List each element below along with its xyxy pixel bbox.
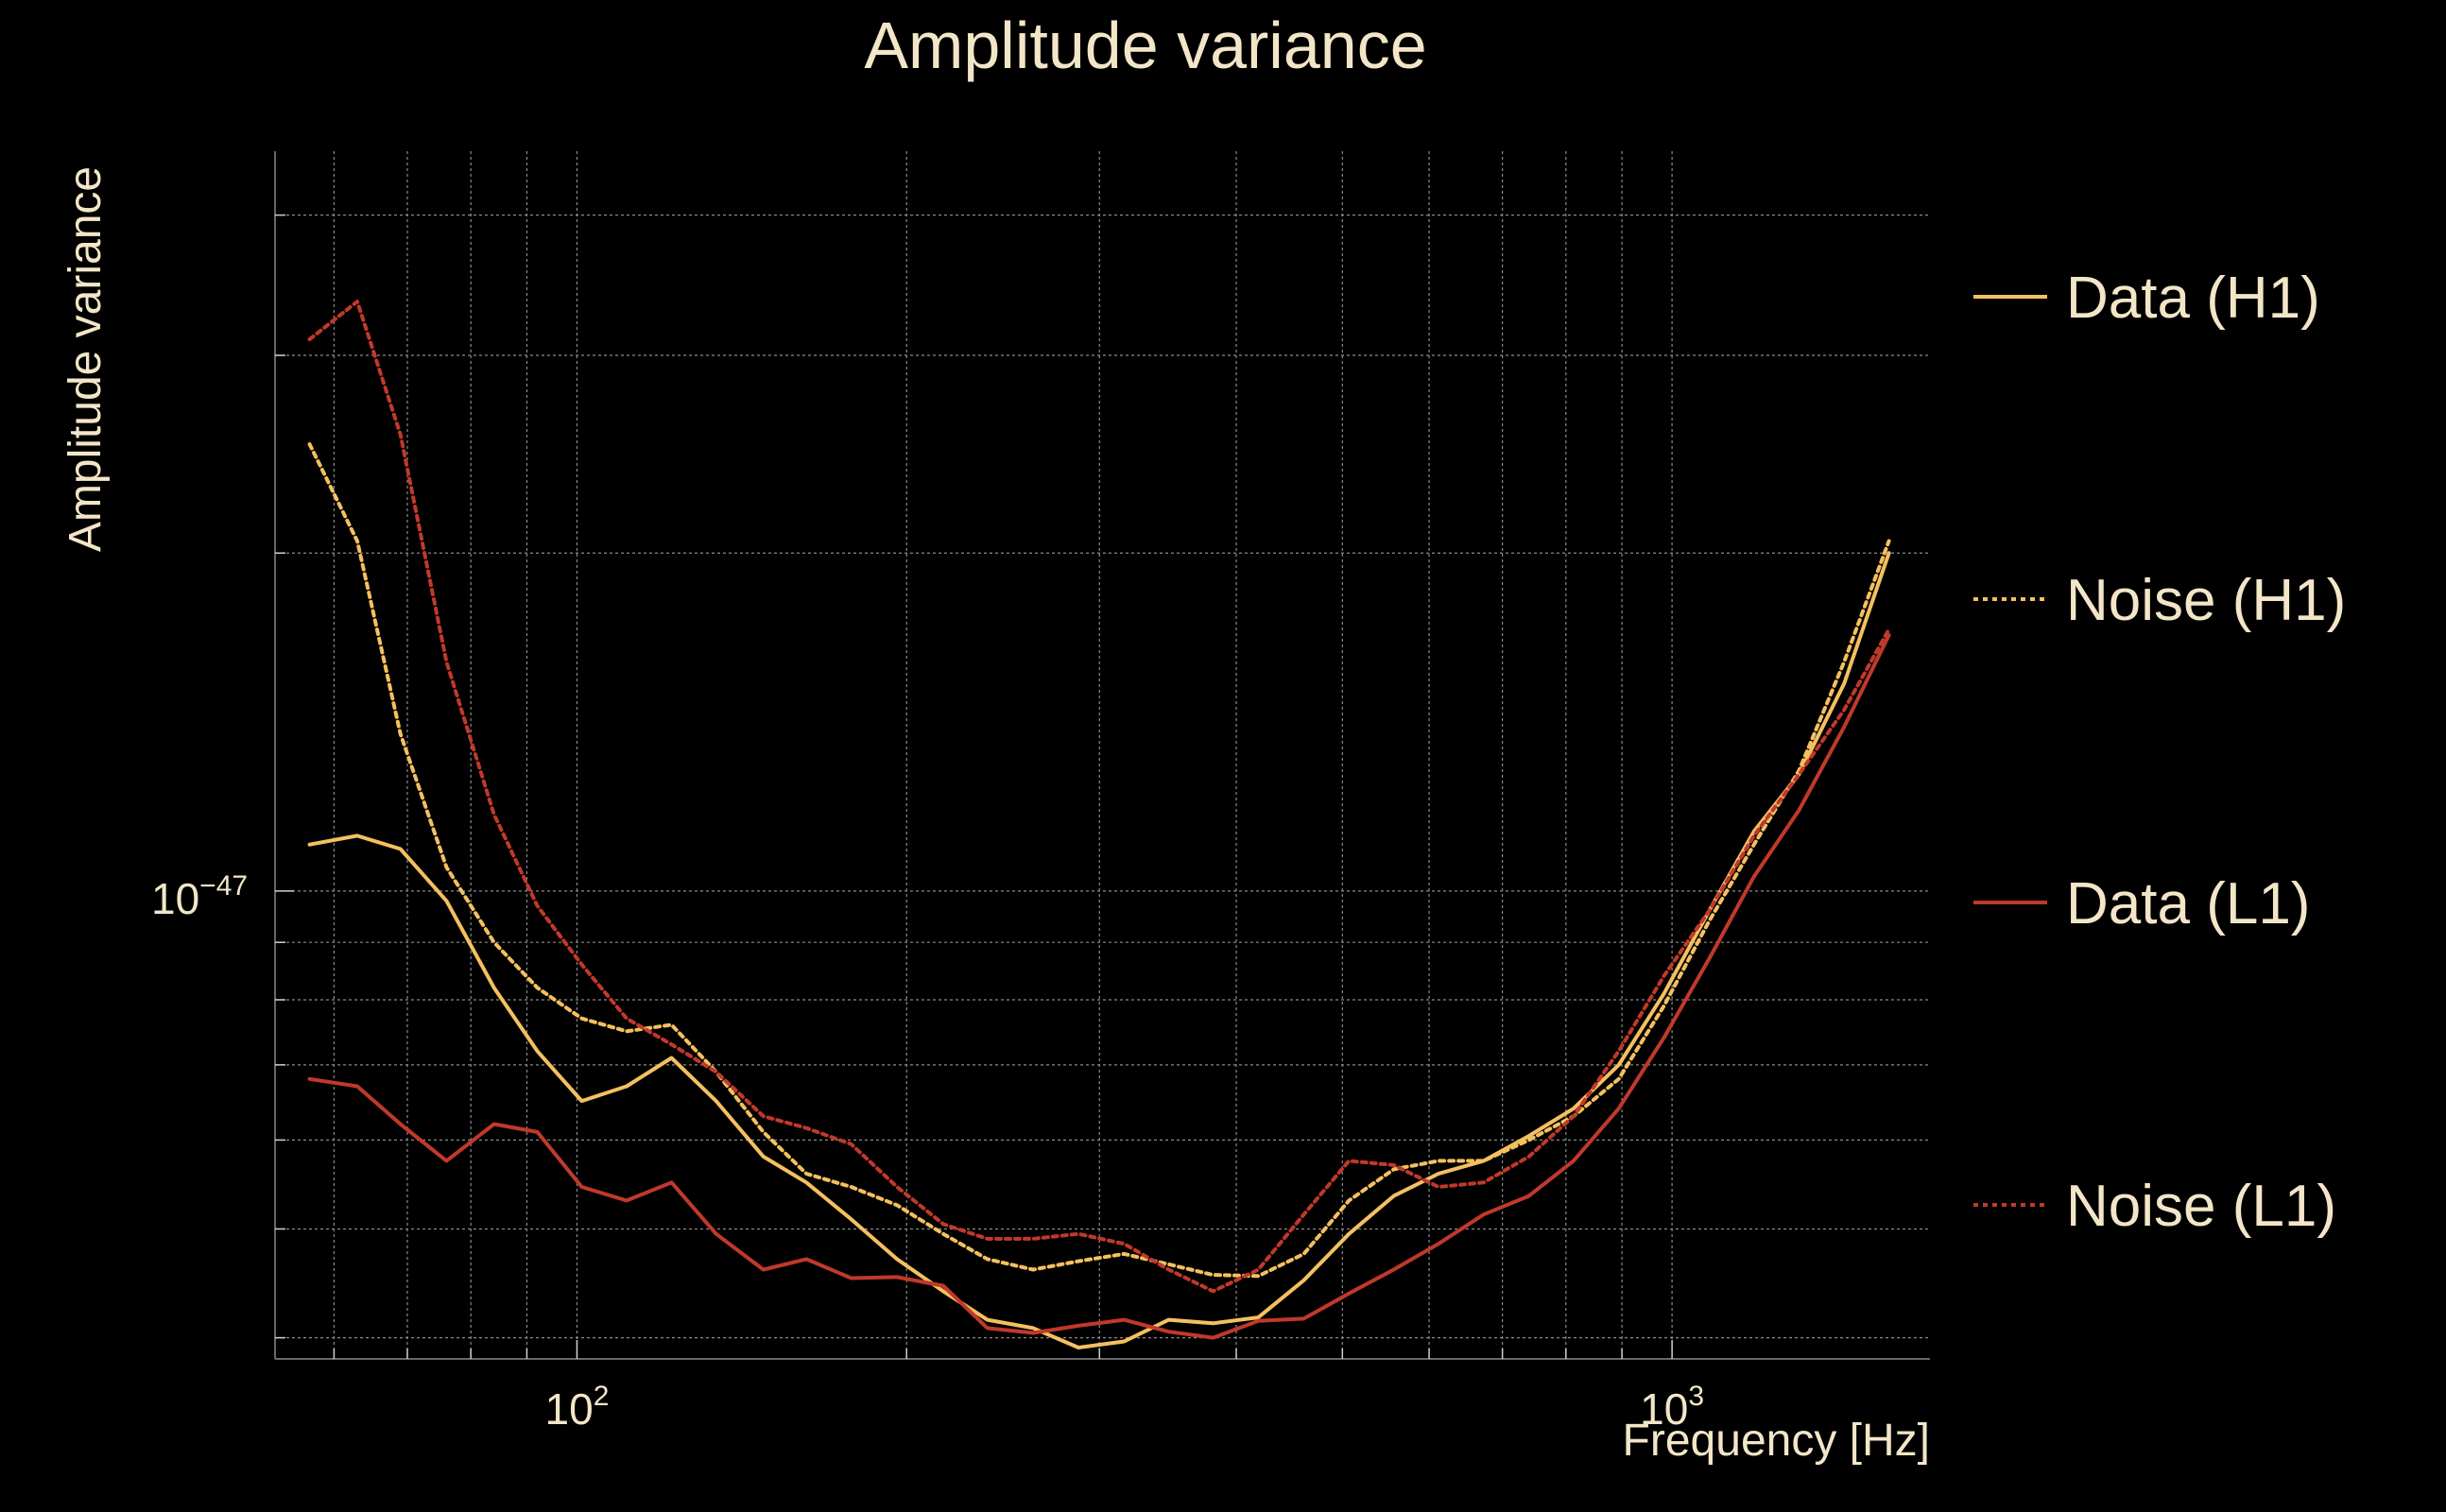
axes-frame (274, 151, 1930, 1360)
axis-ticks: 102 103 10−47 (151, 214, 1704, 1434)
legend-label: Data (H1) (2066, 266, 2320, 331)
series-lines (307, 300, 1891, 1349)
series-data-l1 (307, 633, 1891, 1340)
series-noise-h1 (307, 442, 1891, 1279)
legend-label: Noise (H1) (2066, 568, 2346, 633)
legend-label: Data (L1) (2066, 871, 2310, 936)
legend: Data (H1) Noise (H1) Data (L1) Noise (L1) (1973, 266, 2346, 1239)
series-data-h1 (307, 551, 1891, 1349)
series-noise-l1 (307, 300, 1891, 1294)
y-axis-label: Amplitude variance (60, 166, 111, 552)
x-axis-label: Frequency [Hz] (1623, 1416, 1930, 1466)
legend-label: Noise (L1) (2066, 1174, 2336, 1239)
x-tick-label: 102 (545, 1381, 610, 1434)
x-tick-label: 103 (1640, 1381, 1704, 1434)
chart-title: Amplitude variance (864, 9, 1426, 82)
y-tick-label: 10−47 (151, 870, 248, 923)
grid (275, 151, 1930, 1359)
